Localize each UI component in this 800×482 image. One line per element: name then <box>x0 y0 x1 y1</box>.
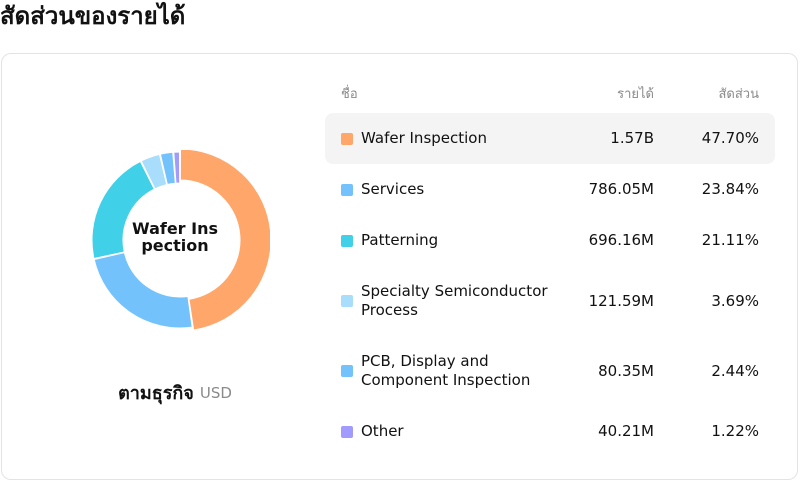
donut-chart <box>90 150 270 330</box>
column-header-share: สัดส่วน <box>718 87 760 102</box>
legend-row-pcb-display-and-component-inspection[interactable]: PCB, Display and Component Inspection 80.… <box>325 336 775 406</box>
legend-swatch <box>341 295 353 307</box>
legend-revenue: 696.16M <box>588 231 654 249</box>
column-header-name: ชื่อ <box>341 87 358 102</box>
donut-slice-wafer-inspection[interactable] <box>179 150 270 330</box>
legend-revenue: 786.05M <box>588 180 654 198</box>
legend-row-patterning[interactable]: Patterning 696.16M 21.11% <box>325 215 775 266</box>
legend-swatch <box>341 425 353 438</box>
legend-swatch <box>341 365 353 377</box>
page-title: สัดส่วนของรายได้ <box>0 2 186 30</box>
legend-swatch <box>341 132 353 145</box>
legend-share: 1.22% <box>711 422 759 440</box>
donut-slice-patterning[interactable] <box>91 160 155 260</box>
legend-revenue: 121.59M <box>588 291 654 310</box>
legend-name: PCB, Display and Component Inspection <box>361 352 531 389</box>
column-header-revenue: รายได้ <box>617 87 654 102</box>
legend-swatch <box>341 183 353 196</box>
legend-row-wafer-inspection[interactable]: Wafer Inspection 1.57B 47.70% <box>325 113 775 164</box>
donut-slice-specialty-semiconductor-process[interactable] <box>140 153 168 190</box>
donut-svg <box>91 150 270 330</box>
legend-revenue: 40.21M <box>598 422 654 440</box>
donut-center-label: Wafer Inspection <box>131 219 218 255</box>
legend-row-services[interactable]: Services 786.05M 23.84% <box>325 164 775 215</box>
legend-row-specialty-semiconductor-process[interactable]: Specialty Semiconductor Process 121.59M 3.… <box>325 266 775 336</box>
legend-share: 47.70% <box>701 129 759 147</box>
legend-name: Specialty Semiconductor Process <box>361 282 548 319</box>
legend-share: 23.84% <box>701 180 759 198</box>
caption-currency: USD <box>199 383 232 402</box>
legend-swatch <box>341 234 353 247</box>
legend-share: 2.44% <box>711 361 759 380</box>
legend-name: Patterning <box>361 231 439 249</box>
legend-share: 3.69% <box>711 291 759 310</box>
donut-slice-other[interactable] <box>173 151 181 184</box>
legend-name: Other <box>361 422 404 440</box>
donut-slice-services[interactable] <box>93 252 193 329</box>
donut-slice-pcb-display-and-component-inspection[interactable] <box>159 151 176 186</box>
chart-caption: ตามธุรกิจ USD <box>0 378 350 407</box>
legend-name: Wafer Inspection <box>361 129 487 147</box>
legend-row-other[interactable]: Other 40.21M 1.22% <box>325 406 775 457</box>
caption-segment-label: ตามธุรกิจ <box>118 383 194 404</box>
legend-share: 21.11% <box>701 231 759 249</box>
legend-revenue: 80.35M <box>598 361 654 380</box>
legend-name: Services <box>361 180 425 198</box>
legend-revenue: 1.57B <box>610 129 654 147</box>
